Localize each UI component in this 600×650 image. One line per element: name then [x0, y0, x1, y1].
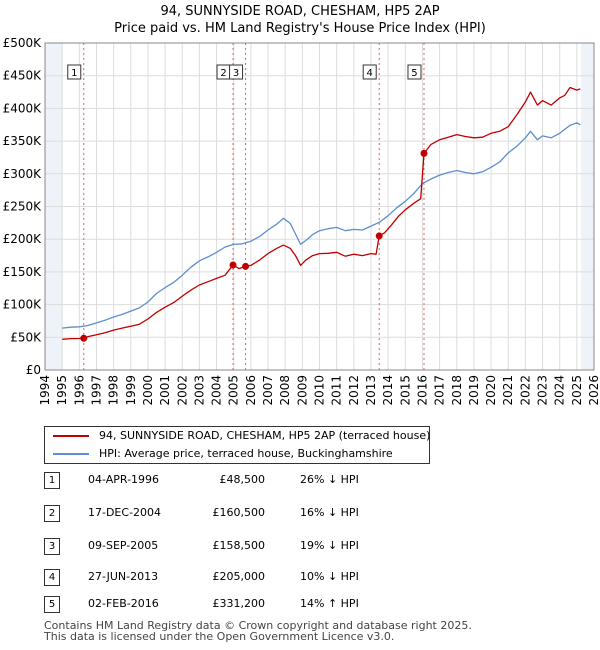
price-chart: 1 2 3 4 5£0£50K£100K£150K£200K£250K£300K£350… [3, 36, 600, 406]
chart-title: 94, SUNNYSIDE ROAD, CHESHAM, HP5 2AP [160, 4, 440, 19]
x-tick-label: 2026 [587, 375, 600, 406]
x-tick-label: 2006 [244, 375, 258, 406]
sale-hpi-diff: 16% ↓ HPI [300, 506, 359, 519]
footer-licence: This data is licensed under the Open Gov… [44, 630, 395, 643]
y-tick-label: £50K [10, 330, 42, 344]
sale-label-box [67, 64, 82, 80]
series-line-property [62, 86, 581, 340]
x-tick-label: 2009 [295, 375, 309, 406]
sale-hpi-diff: 26% ↓ HPI [300, 473, 359, 486]
sale-hpi-diff: 10% ↓ HPI [300, 570, 359, 583]
x-tick-label: 2025 [570, 375, 584, 406]
footer: Contains HM Land Registry data © Crown c… [44, 620, 472, 642]
x-tick-label: 2010 [313, 375, 327, 406]
y-tick-label: £200K [3, 232, 43, 246]
x-tick-label: 1997 [89, 375, 103, 406]
sale-price: £160,500 [212, 506, 266, 519]
y-tick-label: £400K [3, 101, 43, 115]
table-row: 3 09-SEP-2005 £158,500 19% ↓ HPI [0, 536, 600, 556]
x-tick-label: 2002 [175, 375, 189, 406]
x-tick-label: 2015 [398, 375, 412, 406]
x-tick-label: 2017 [433, 375, 447, 406]
x-tick-label: 2011 [330, 375, 344, 406]
sale-price: £331,200 [212, 597, 266, 610]
sale-number-box: 5 [44, 596, 60, 613]
y-tick-label: £0 [26, 363, 41, 377]
x-tick-label: 2024 [553, 375, 567, 406]
sale-label-box [229, 64, 244, 80]
chart-legend: 94, SUNNYSIDE ROAD, CHESHAM, HP5 2AP (te… [44, 426, 430, 464]
x-tick-label: 2019 [467, 375, 481, 406]
y-tick-label: £100K [3, 298, 43, 312]
table-row: 4 27-JUN-2013 £205,000 10% ↓ HPI [0, 567, 600, 587]
sale-label: 1 [71, 68, 77, 79]
sale-price: £158,500 [212, 539, 266, 552]
sale-label-box [407, 64, 422, 80]
x-tick-label: 2014 [381, 375, 395, 406]
plot-border [44, 42, 595, 371]
y-tick-label: £450K [3, 69, 43, 83]
legend-swatch-hpi [53, 453, 89, 455]
x-tick-label: 2007 [261, 375, 275, 406]
sale-label-box [362, 64, 377, 80]
sale-hpi-diff: 19% ↓ HPI [300, 539, 359, 552]
sale-number-box: 1 [44, 472, 60, 489]
x-tick-label: 2003 [192, 375, 206, 406]
x-tick-label: 2018 [450, 375, 464, 406]
legend-label-hpi: HPI: Average price, terraced house, Buck… [99, 447, 393, 460]
x-tick-label: 1999 [124, 375, 138, 406]
footer-copyright: Contains HM Land Registry data © Crown c… [44, 619, 472, 632]
sale-date: 04-APR-1996 [88, 473, 160, 486]
sale-point [375, 232, 383, 240]
legend-swatch-property [53, 435, 89, 437]
sale-hpi-diff: 14% ↑ HPI [300, 597, 359, 610]
sale-date: 27-JUN-2013 [88, 570, 159, 583]
chart-subtitle: Price paid vs. HM Land Registry's House … [114, 21, 486, 36]
table-row: 1 04-APR-1996 £48,500 26% ↓ HPI [0, 470, 600, 490]
sale-label: 4 [367, 68, 373, 79]
sale-label: 2 [220, 68, 226, 79]
table-row: 2 17-DEC-2004 £160,500 16% ↓ HPI [0, 503, 600, 523]
sale-date: 09-SEP-2005 [88, 539, 159, 552]
sale-point [420, 149, 428, 157]
sale-price: £205,000 [212, 570, 266, 583]
x-tick-label: 2021 [501, 375, 515, 406]
sale-point [229, 261, 237, 269]
sale-date: 17-DEC-2004 [88, 506, 162, 519]
x-tick-label: 2005 [227, 375, 241, 406]
y-tick-label: £150K [3, 265, 43, 279]
sale-number-box: 4 [44, 569, 60, 586]
sale-number-box: 3 [44, 538, 60, 555]
x-tick-label: 2000 [141, 375, 155, 406]
sale-label: 5 [411, 68, 417, 79]
x-tick-label: 2004 [210, 375, 224, 406]
sale-label: 3 [233, 68, 239, 79]
legend-label-property: 94, SUNNYSIDE ROAD, CHESHAM, HP5 2AP (te… [99, 429, 431, 442]
y-tick-label: £300K [3, 167, 43, 181]
x-tick-label: 2013 [364, 375, 378, 406]
sale-number-box: 2 [44, 505, 60, 522]
y-tick-label: £350K [3, 134, 43, 148]
x-tick-label: 1996 [72, 375, 86, 406]
sale-date: 02-FEB-2016 [88, 597, 159, 610]
x-tick-label: 2016 [415, 375, 429, 406]
y-tick-label: £250K [3, 200, 43, 214]
x-tick-label: 2012 [347, 375, 361, 406]
x-tick-label: 2020 [484, 375, 498, 406]
x-tick-label: 1998 [107, 375, 121, 406]
x-tick-label: 2023 [536, 375, 550, 406]
sale-point [80, 334, 88, 342]
series-line-hpi [62, 122, 581, 329]
x-tick-label: 2022 [518, 375, 532, 406]
y-tick-label: £500K [3, 36, 43, 50]
table-row: 5 02-FEB-2016 £331,200 14% ↑ HPI [0, 594, 600, 614]
sale-price: £48,500 [219, 473, 266, 486]
x-tick-label: 2008 [278, 375, 292, 406]
x-tick-label: 1994 [38, 375, 52, 406]
x-tick-label: 1995 [55, 375, 69, 406]
x-tick-label: 2001 [158, 375, 172, 406]
sale-point [242, 262, 250, 270]
